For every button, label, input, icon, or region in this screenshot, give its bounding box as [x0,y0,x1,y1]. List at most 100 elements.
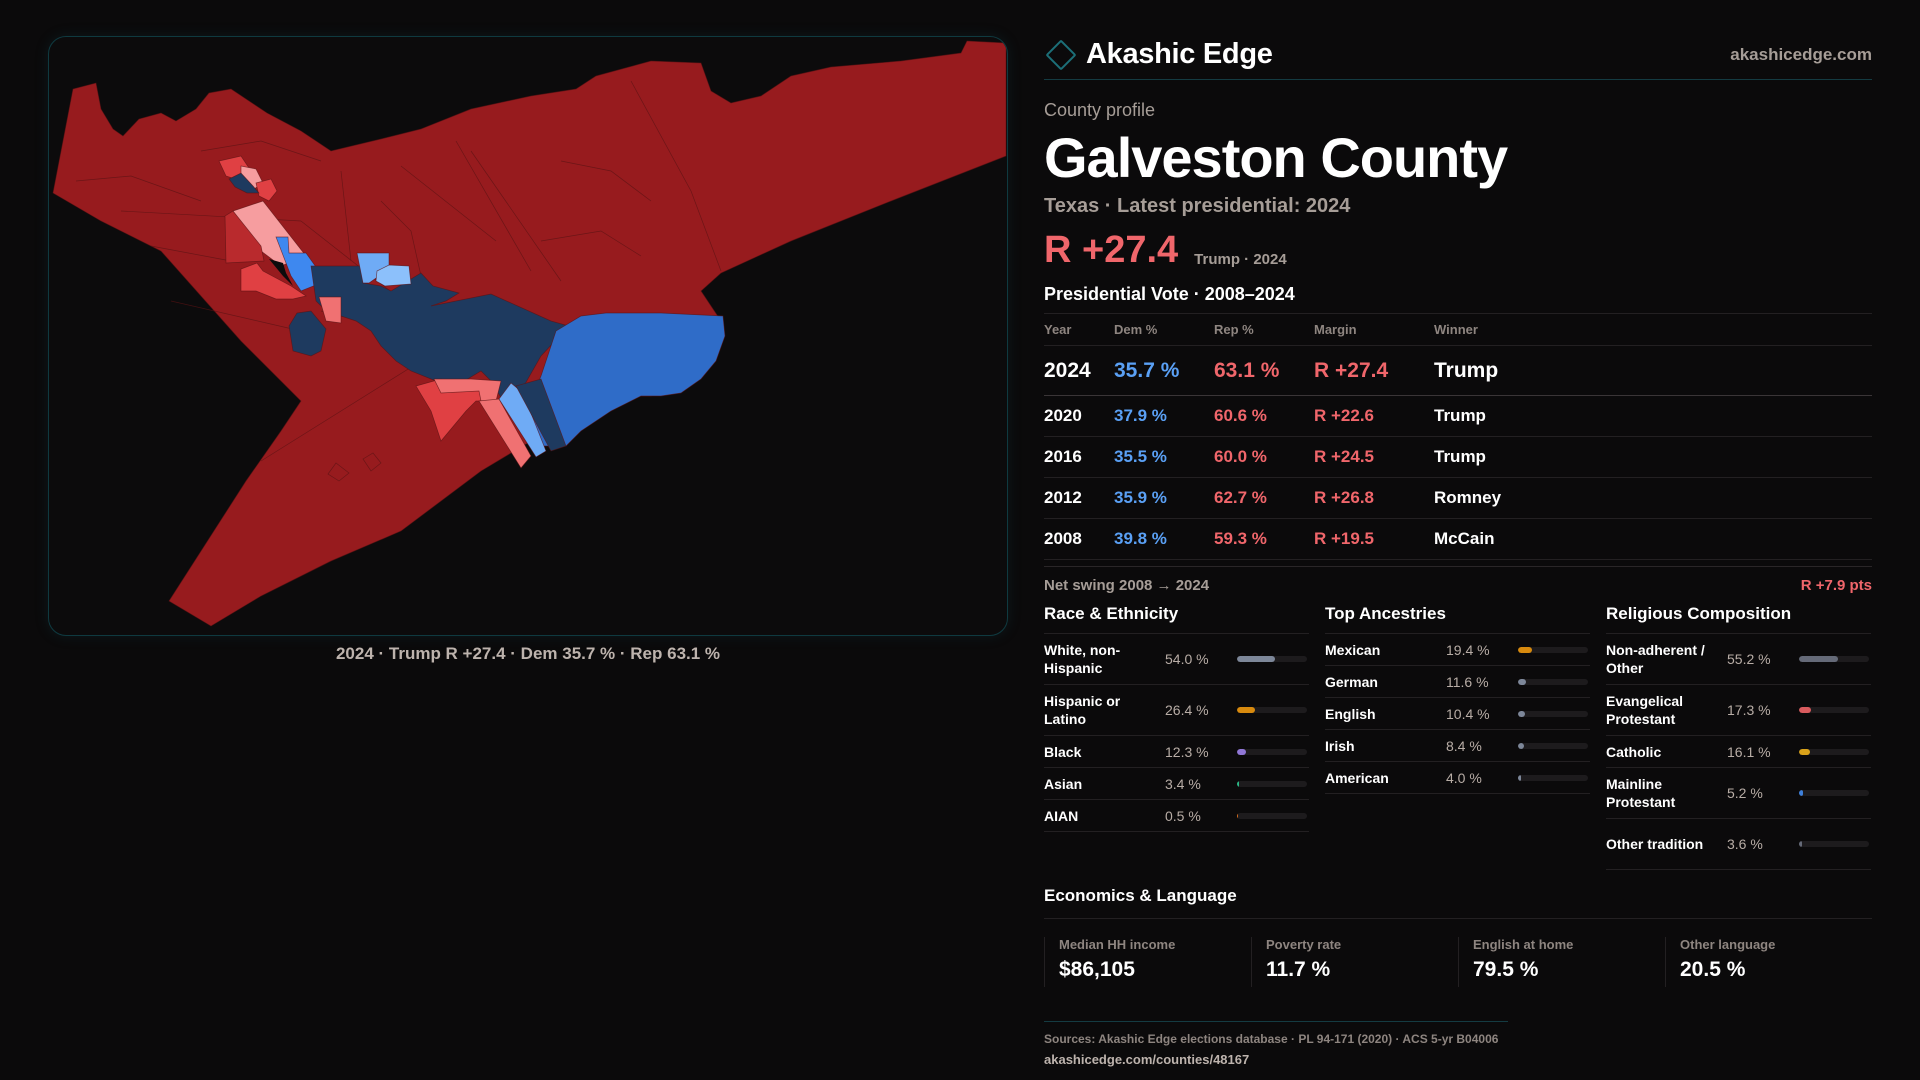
religion-bar-fill [1799,841,1802,847]
vote-cell-rep: 62.7 % [1214,477,1314,519]
race-row: Hispanic or Latino 26.4 % [1044,685,1309,736]
ancestry-bar-fill [1518,774,1521,781]
race-value: 54.0 % [1165,651,1209,667]
vote-cell-winner: Romney [1434,477,1872,519]
vote-cell-year: 2012 [1044,477,1114,519]
precinct-safe-d-north[interactable] [228,172,260,194]
brand-url-link[interactable]: akashicedge.com [1730,44,1872,64]
vote-cell-rep: 60.6 % [1214,395,1314,437]
religion-label: Mainline Protestant [1606,776,1676,810]
precinct-light-d-north[interactable] [375,264,412,287]
religion-value: 3.6 % [1727,836,1763,852]
vote-cell-winner: Trump [1434,436,1872,478]
ancestry-label: Mexican [1325,641,1381,658]
vote-cell-dem: 37.9 % [1114,395,1214,437]
ancestry-bar-fill [1518,742,1524,749]
ancestry-label: American [1325,769,1389,786]
religion-value: 16.1 % [1727,743,1771,760]
race-section-title: Race & Ethnicity [1044,604,1309,634]
ancestry-value: 8.4 % [1446,737,1482,754]
vote-section-title: Presidential Vote · 2008–2024 [1044,284,1872,314]
religion-value: 55.2 % [1727,651,1771,667]
sources-url-link[interactable]: akashicedge.com/counties/48167 [1044,1052,1250,1067]
race-value: 12.3 % [1165,743,1209,760]
vote-row-2008: 2008 39.8 % 59.3 % R +19.5 McCain [1044,518,1872,560]
precinct-boundary [327,452,382,482]
headline-margin: R +27.4 [1044,229,1179,271]
race-bar-track [1237,780,1307,787]
net-swing-row: Net swing 2008 → 2024 R +7.9 pts [1044,566,1872,594]
economics-stat: Poverty rate 11.7 % [1251,937,1458,987]
precinct-lean-r-strip[interactable] [240,262,307,300]
vote-row-2024: 2024 35.7 % 63.1 % R +27.4 Trump [1044,345,1872,396]
race-value: 3.4 % [1165,775,1201,792]
economics-stat-label: Median HH income [1059,937,1176,952]
race-row: Asian 3.4 % [1044,768,1309,800]
race-label: White, non-Hispanic [1044,642,1121,676]
col-header-winner: Winner [1434,314,1872,346]
col-header-margin: Margin [1314,314,1434,346]
religion-bar-track [1799,841,1869,847]
race-row: White, non-Hispanic 54.0 % [1044,634,1309,685]
col-header-year: Year [1044,314,1114,346]
religion-section-title: Religious Composition [1606,604,1871,634]
economics-stat-label: English at home [1473,937,1574,952]
religion-bar-track [1799,790,1869,796]
vote-cell-dem: 35.5 % [1114,436,1214,478]
ancestry-section-title: Top Ancestries [1325,604,1590,634]
precinct-tilt-r-mid[interactable] [318,296,342,324]
page-eyebrow: County profile [1044,100,1156,120]
vote-cell-margin: R +26.8 [1314,477,1434,519]
economics-stat: English at home 79.5 % [1458,937,1665,987]
economics-section-title: Economics & Language [1044,886,1872,919]
vote-cell-margin: R +27.4 [1314,345,1434,396]
precinct-lean-r-north[interactable] [255,178,278,202]
ancestry-bar-fill [1518,646,1532,653]
ancestry-value: 11.6 % [1446,673,1489,690]
precinct-map[interactable] [48,36,1008,636]
ancestry-value: 4.0 % [1446,769,1482,786]
religion-bar-fill [1799,656,1838,662]
precinct-tilt-r-strip[interactable] [478,398,532,469]
page-subtitle: Texas · Latest presidential: 2024 [1044,195,1351,217]
economics-stat-label: Poverty rate [1266,937,1342,952]
precinct-safe-d-west[interactable] [288,310,327,357]
economics-grid: Median HH income $86,105 Poverty rate 11.7 … [1044,937,1872,987]
vote-row-2012: 2012 35.9 % 62.7 % R +26.8 Romney [1044,477,1872,519]
race-label: AIAN [1044,807,1079,824]
precinct-safe-d-strip[interactable] [515,378,567,452]
vote-cell-margin: R +24.5 [1314,436,1434,478]
ancestry-bar-track [1518,710,1588,717]
ancestry-row: American 4.0 % [1325,762,1590,794]
ancestry-row: Irish 8.4 % [1325,730,1590,762]
brand-name[interactable]: Akashic Edge [1086,38,1273,70]
religion-bar-track [1799,748,1869,755]
page-title: Galveston County [1044,126,1508,189]
race-row: Black 12.3 % [1044,736,1309,768]
col-header-dem: Dem % [1114,314,1214,346]
map-caption: 2024 · Trump R +27.4 · Dem 35.7 % · Rep … [335,644,721,663]
race-bar-fill [1237,780,1240,787]
religion-section: Religious Composition Non-adherent / Oth… [1606,604,1871,870]
sources-text: Sources: Akashic Edge elections database… [1044,1032,1499,1046]
vote-cell-rep: 60.0 % [1214,436,1314,478]
precinct-light-d-strip[interactable] [498,382,547,458]
vote-cell-rep: 63.1 % [1214,345,1314,396]
religion-row: Catholic 16.1 % [1606,736,1871,768]
ancestry-value: 10.4 % [1446,705,1490,722]
race-section: Race & Ethnicity White, non-Hispanic 54.0… [1044,604,1309,870]
race-bar-fill [1237,656,1275,662]
religion-label: Catholic [1606,743,1662,760]
precinct-likely-r-west[interactable] [224,210,265,264]
race-label: Hispanic or Latino [1044,693,1121,727]
precinct-water-gap [269,259,293,286]
map-svg[interactable] [48,36,1008,636]
race-row: AIAN 0.5 % [1044,800,1309,832]
vote-cell-year: 2008 [1044,518,1114,560]
religion-row: Evangelical Protestant 17.3 % [1606,685,1871,736]
race-label: Black [1044,743,1082,760]
vote-cell-margin: R +22.6 [1314,395,1434,437]
vote-cell-winner: Trump [1434,395,1872,437]
religion-bar-track [1799,707,1869,713]
ancestry-label: English [1325,705,1376,722]
